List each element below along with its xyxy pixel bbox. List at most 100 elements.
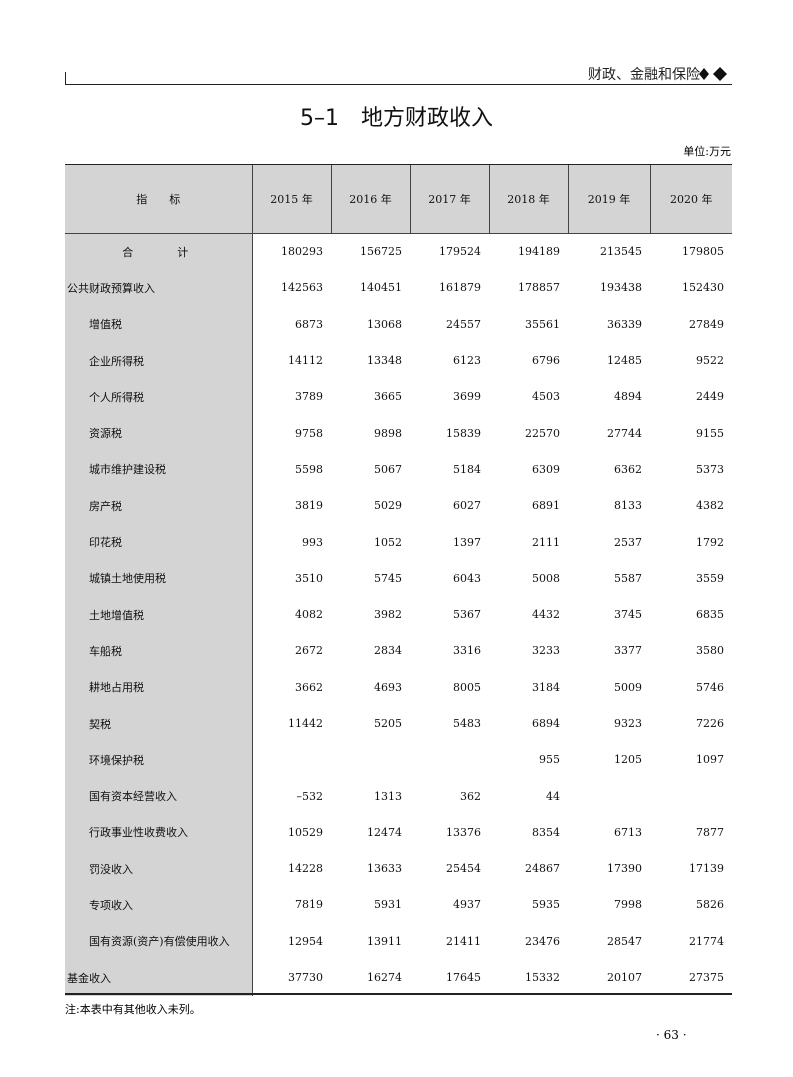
row-label: 城镇土地使用税	[65, 560, 253, 597]
row-label: 增值税	[65, 306, 253, 343]
cell: 21411	[446, 934, 481, 948]
cell: 4937	[453, 898, 481, 912]
cell: 25454	[446, 862, 481, 876]
row-label: 印花税	[65, 523, 253, 561]
cell: 14228	[288, 862, 323, 876]
cell: 178857	[518, 281, 560, 295]
cell: 12485	[607, 354, 642, 368]
cell: 9155	[696, 426, 724, 440]
cell: 5184	[453, 462, 481, 476]
cell: 6043	[453, 571, 481, 585]
column-header: 2016 年	[330, 165, 410, 234]
cell: 20107	[607, 971, 642, 985]
cell: 37730	[288, 971, 323, 985]
cell: 13376	[446, 825, 481, 839]
row-label: 企业所得税	[65, 342, 253, 379]
cell: 8005	[453, 680, 481, 694]
cell: 12954	[288, 934, 323, 948]
cell: 5009	[614, 680, 642, 694]
cell: 4382	[696, 499, 724, 513]
cell: 3184	[532, 680, 560, 694]
cell: 9758	[295, 426, 323, 440]
cell: 5373	[696, 462, 724, 476]
cell: 9898	[374, 426, 402, 440]
cell: 9323	[614, 717, 642, 730]
cell: 1313	[374, 789, 402, 803]
cell: 6873	[295, 317, 323, 331]
column-header: 2018 年	[488, 165, 568, 234]
cell: 5008	[532, 571, 560, 585]
cell	[568, 778, 650, 814]
title: 5–1 地方财政收入	[0, 100, 793, 132]
cell: 6835	[696, 608, 724, 622]
table-row: 公共财政预算收入 142563 140451 161879 178857 193438 15…	[65, 269, 732, 307]
column-header: 2017 年	[409, 165, 489, 234]
cell: 27744	[607, 426, 642, 440]
cell: 6027	[453, 499, 481, 513]
cell: 142563	[281, 281, 323, 295]
cell: 1052	[374, 535, 402, 549]
cell: 3699	[453, 390, 481, 404]
cell: 156725	[360, 245, 402, 259]
cell: 16274	[367, 971, 402, 985]
row-label: 土地增值税	[65, 596, 253, 633]
cell: 3233	[532, 644, 560, 658]
table-row: 行政事业性收费收入 10529 12474 13376 8354 6713 7877	[65, 814, 732, 851]
cell: 3316	[453, 644, 481, 658]
row-label: 国有资本经营收入	[65, 777, 253, 815]
cell: 10529	[288, 825, 323, 839]
cell: 1097	[696, 753, 724, 767]
cell: 4503	[532, 390, 560, 404]
table-row: 车船税 2672 2834 3316 3233 3377 3580	[65, 632, 732, 670]
cell: 3819	[295, 499, 323, 513]
diamonds	[699, 67, 727, 81]
cell: 193438	[600, 281, 642, 295]
table-row: 罚没收入 14228 13633 25454 24867 17390 17139	[65, 850, 732, 887]
table-row: 国有资本经营收入 –532 1313 362 44	[65, 777, 732, 815]
cell: 1397	[453, 535, 481, 549]
table-row: 专项收入 7819 5931 4937 5935 7998 5826	[65, 886, 732, 924]
cell: 36339	[607, 317, 642, 331]
cell: 1792	[696, 535, 724, 549]
cell: 27849	[689, 317, 724, 331]
cell	[410, 742, 489, 778]
cell: 3745	[614, 608, 642, 622]
cell: 194189	[518, 245, 560, 259]
cell: 14112	[288, 354, 323, 368]
cell: 5745	[374, 571, 402, 585]
cell: 17390	[607, 862, 642, 876]
cell: 140451	[360, 281, 402, 295]
table-row: 资源税 9758 9898 15839 22570 27744 9155	[65, 414, 732, 452]
table-row: 合 计 180293 156725 179524 194189 213545 179805	[65, 233, 732, 270]
cell: 15332	[525, 971, 560, 985]
cell: 13911	[367, 934, 402, 948]
cell: 7819	[295, 898, 323, 912]
row-label: 资源税	[65, 414, 253, 452]
table-row: 房产税 3819 5029 6027 6891 8133 4382	[65, 487, 732, 524]
row-label: 耕地占用税	[65, 669, 253, 706]
cell: 11442	[288, 717, 323, 730]
cell: 4432	[532, 608, 560, 622]
cell	[331, 742, 410, 778]
cell: 6123	[453, 354, 481, 368]
table-bottom-rule	[65, 993, 732, 995]
cell: 13348	[367, 354, 402, 368]
cell: 7877	[696, 825, 724, 839]
row-label: 行政事业性收费收入	[65, 814, 253, 851]
cell: 3982	[374, 608, 402, 622]
cell: 8354	[532, 825, 560, 839]
cell: 24557	[446, 317, 481, 331]
cell: 6894	[532, 717, 560, 730]
table-row: 国有资源(资产)有偿使用收入 12954 13911 21411 23476 28547 2…	[65, 923, 732, 960]
cell: 152430	[682, 281, 724, 295]
row-label: 车船税	[65, 632, 253, 670]
cell: 13068	[367, 317, 402, 331]
cell: 12474	[367, 825, 402, 839]
row-label: 个人所得税	[65, 378, 253, 415]
cell: 4693	[374, 680, 402, 694]
cell: 21774	[689, 934, 724, 948]
cell: 5935	[532, 898, 560, 912]
column-header: 2015 年	[251, 165, 331, 234]
cell: 9522	[696, 354, 724, 368]
